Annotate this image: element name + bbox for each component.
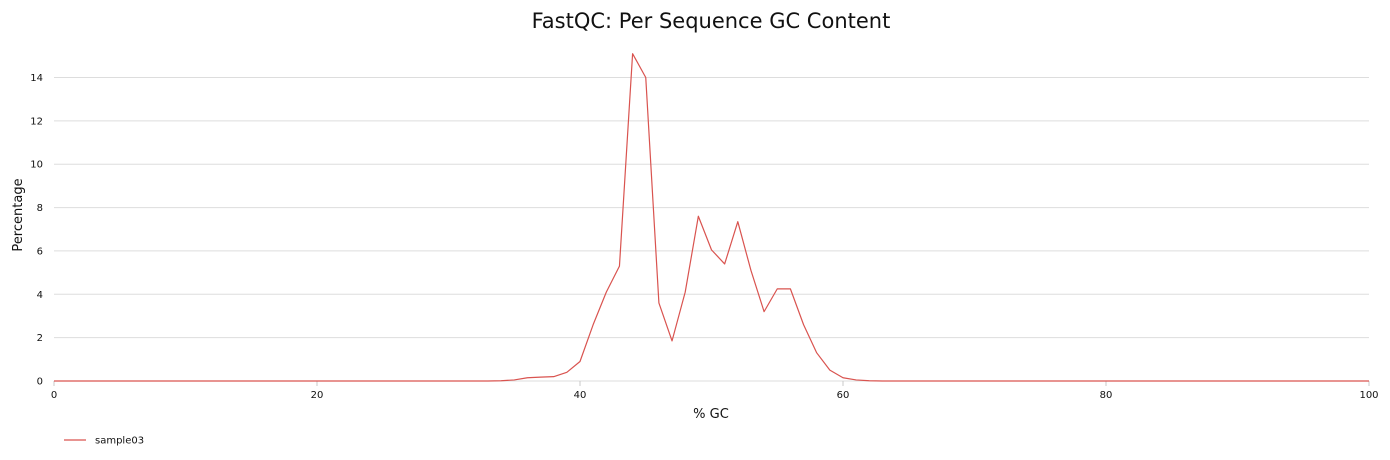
y-tick-label: 6 <box>37 246 43 257</box>
x-axis-label: % GC <box>693 407 729 422</box>
x-tick-label: 40 <box>574 390 587 401</box>
series-line-sample03 <box>54 53 1369 382</box>
y-tick-label: 4 <box>37 290 43 301</box>
x-tick-label: 20 <box>311 390 324 401</box>
chart-title: FastQC: Per Sequence GC Content <box>532 9 891 33</box>
x-tick-label: 100 <box>1359 390 1378 401</box>
y-tick-label: 10 <box>30 160 43 171</box>
y-tick-label: 2 <box>37 333 43 344</box>
grid-lines <box>54 77 1369 382</box>
x-tick-label: 60 <box>837 390 850 401</box>
x-tick-label: 0 <box>51 390 57 401</box>
x-tick-label: 80 <box>1100 390 1113 401</box>
y-tick-label: 14 <box>30 73 43 84</box>
y-tick-label: 8 <box>37 203 43 214</box>
y-tick-label: 0 <box>37 377 43 388</box>
y-tick-label: 12 <box>30 116 43 127</box>
axis-ticks: 0 2 4 6 8 10 12 14 0 20 40 60 80 100 <box>30 73 1378 401</box>
legend-label: sample03 <box>95 436 144 447</box>
y-axis-label: Percentage <box>11 178 26 251</box>
legend: sample03 <box>64 436 144 447</box>
series-lines <box>54 53 1369 382</box>
